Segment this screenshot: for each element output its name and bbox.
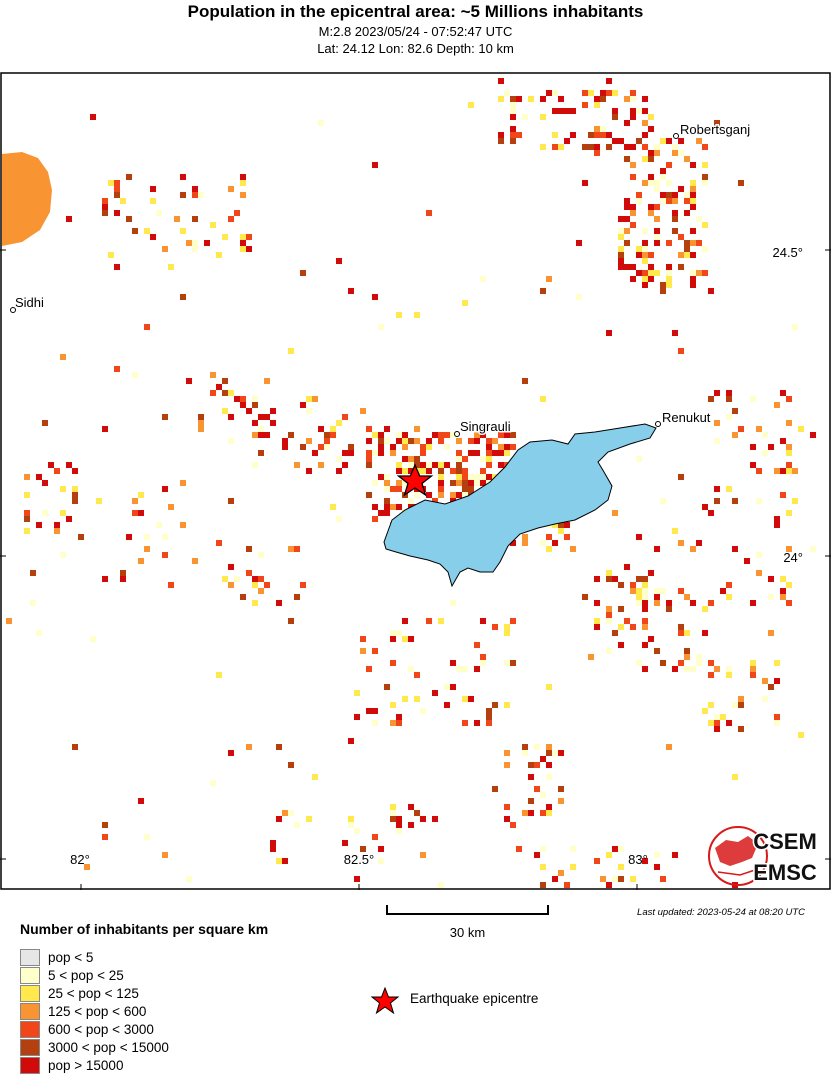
legend-title: Number of inhabitants per square km [20,921,269,937]
legend-swatch [20,985,40,1002]
event-location: Lat: 24.12 Lon: 82.6 Depth: 10 km [317,41,514,56]
map-frame [0,72,831,890]
legend-swatch [20,1003,40,1020]
city-sidhi: Sidhi [10,294,46,313]
map-title: Population in the epicentral area: ~5 Mi… [187,2,644,21]
svg-text:CSEM: CSEM [753,829,817,854]
svg-text:EMSC: EMSC [753,860,817,885]
last-updated: Last updated: 2023-05-24 at 08:20 UTC [637,907,805,918]
svg-text:Renukut: Renukut [662,410,711,425]
legend-swatch [20,1039,40,1056]
reservoir [383,423,657,588]
lon-label-82: 82° [70,852,90,867]
legend-swatch [20,949,40,966]
scale-label: 30 km [449,925,486,940]
legend-label: 3000 < pop < 15000 [48,1040,169,1055]
event-info: M:2.8 2023/05/24 - 07:52:47 UTC [318,24,513,39]
legend-swatch [20,1021,40,1038]
city-robertsganj: Robertsganj [673,121,752,139]
legend-label: 25 < pop < 125 [48,986,139,1001]
city-singrauli: Singrauli [454,418,512,437]
legend-label: 600 < pop < 3000 [48,1022,154,1037]
population-map: 82° 82.5° 83° 24.5° 24° Robertsganj Sidh… [0,72,831,890]
lat-label-24-5: 24.5° [772,245,803,260]
legend-swatch [20,1057,40,1074]
map-ticks [0,249,831,890]
lat-label-24: 24° [783,550,803,565]
svg-text:Sidhi: Sidhi [15,295,44,310]
population-blob-west [2,152,52,246]
legend-swatch [20,967,40,984]
city-renukut: Renukut [655,409,712,427]
legend-label: pop < 5 [48,950,94,965]
lon-label-83: 83° [628,852,648,867]
svg-text:Robertsganj: Robertsganj [680,122,750,137]
svg-text:Singrauli: Singrauli [460,419,511,434]
legend-epicentre-icon [370,987,400,1015]
legend-label: pop > 15000 [48,1058,124,1073]
lon-label-82-5: 82.5° [344,852,375,867]
epicentre-star-icon [396,463,434,497]
emsc-logo: CSEM EMSC [708,826,818,887]
legend-label: 5 < pop < 25 [48,968,124,983]
legend-label: 125 < pop < 600 [48,1004,147,1019]
legend-epicentre-label: Earthquake epicentre [410,991,539,1006]
scale-bar [386,905,549,915]
